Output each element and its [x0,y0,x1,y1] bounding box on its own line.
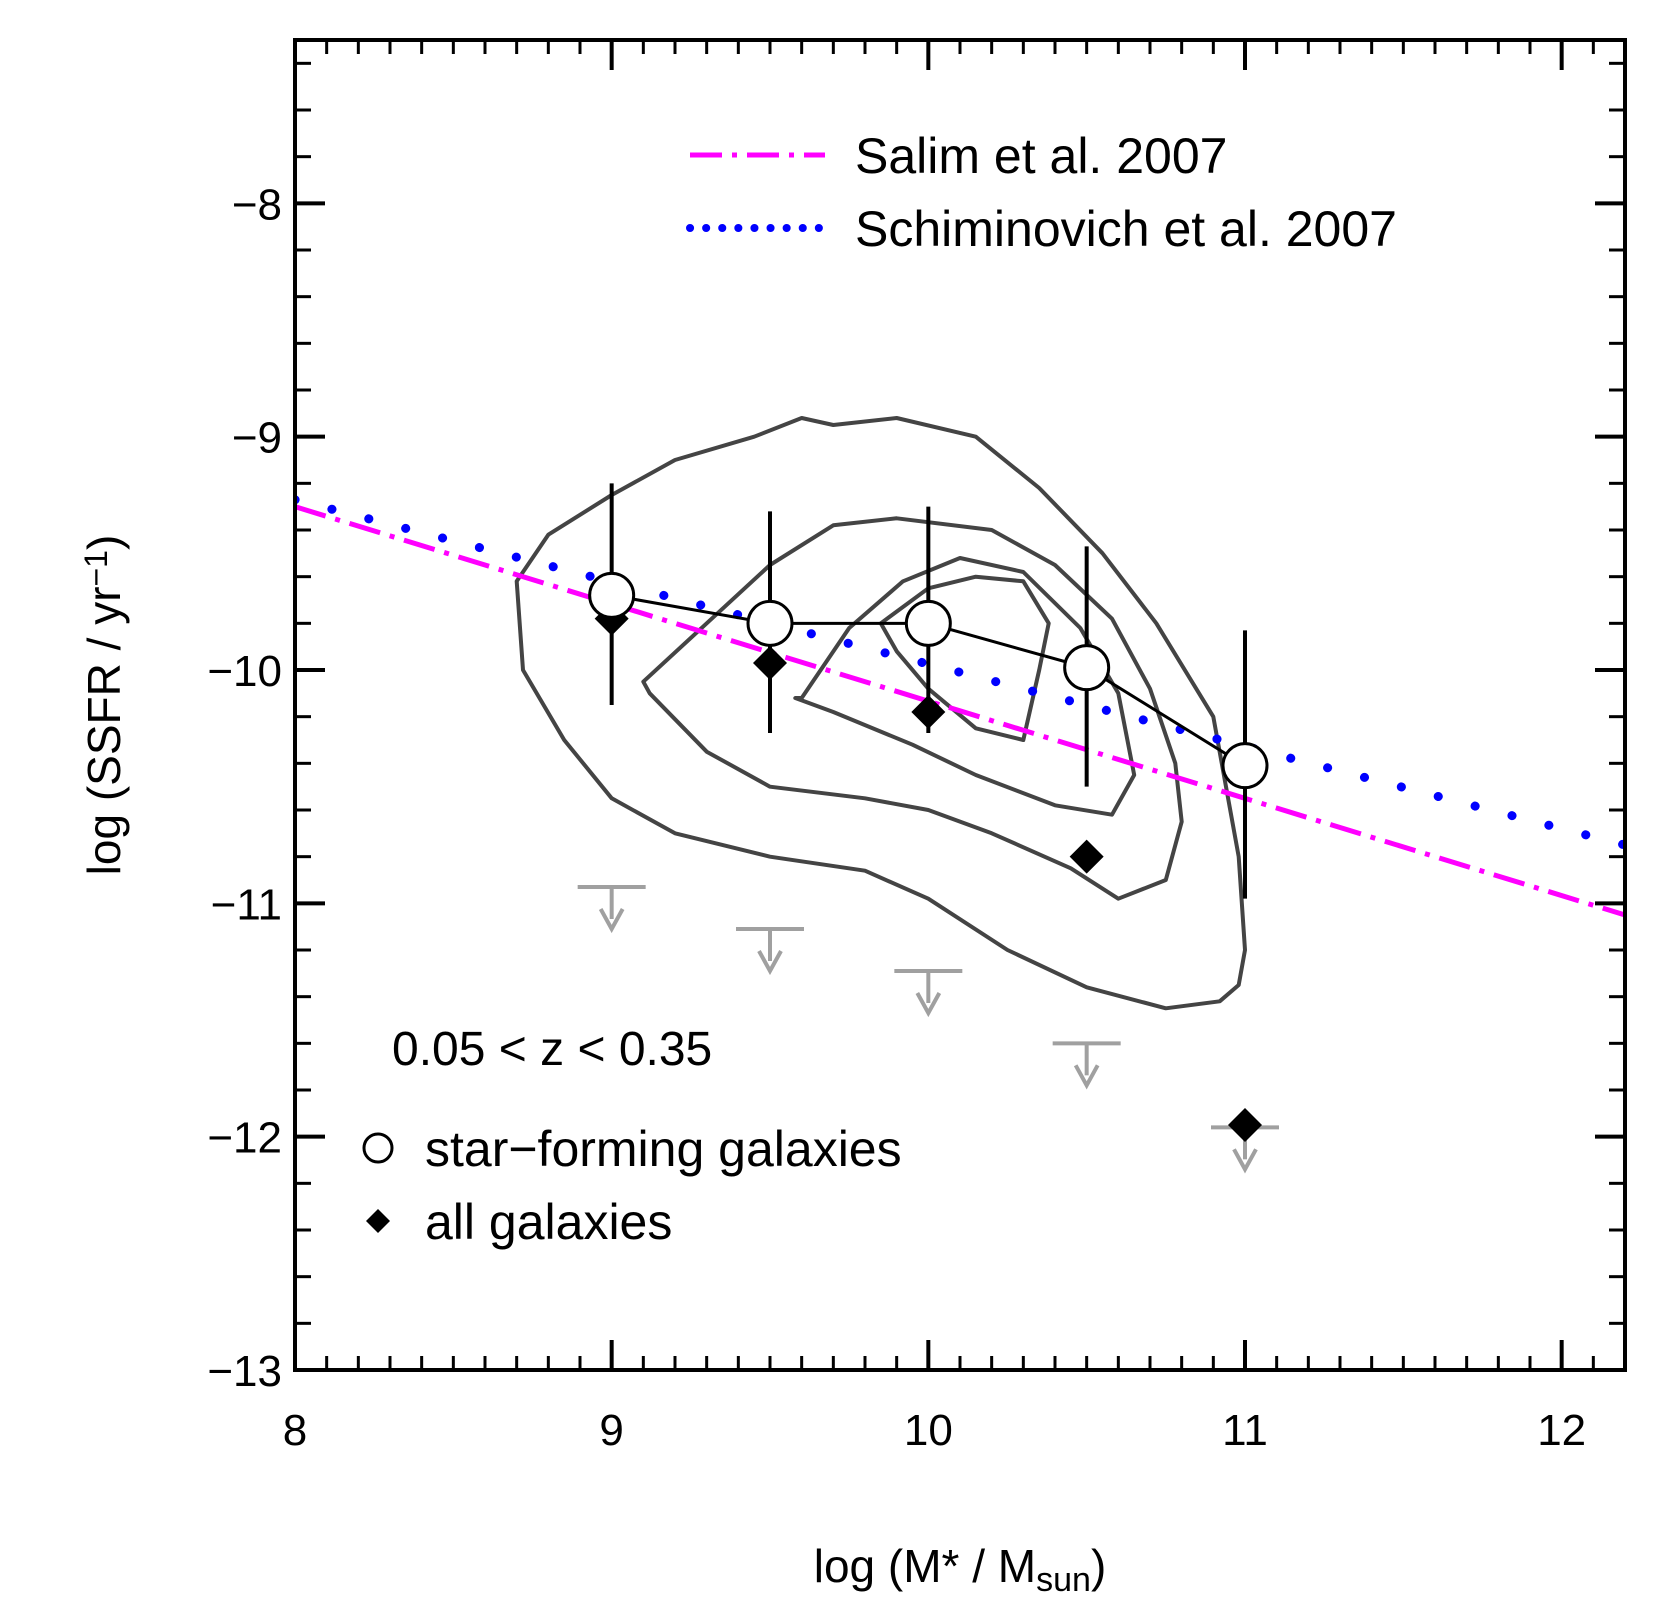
y-tick-label: −12 [207,1114,282,1163]
x-tick-label: 10 [904,1406,953,1455]
legend-sf-marker [362,1132,394,1164]
sf-galaxies-marker [904,599,952,647]
x-tick-label: 8 [283,1406,307,1455]
legend-salim-label: Salim et al. 2007 [855,128,1227,184]
salim-line [295,504,1625,918]
legend-bottom: star−forming galaxies all galaxies [362,1121,902,1250]
legend-schiminovich-label: Schiminovich et al. 2007 [855,201,1397,257]
sf-galaxies-marker [588,571,636,619]
legend-top: Salim et al. 2007 Schiminovich et al. 20… [686,128,1397,257]
legend-sf-label: star−forming galaxies [425,1121,902,1177]
axis-ticks [293,40,1627,1372]
sf-galaxies-marker [1221,742,1269,790]
y-tick-label: −8 [232,180,282,229]
y-tick-label: −11 [211,880,282,929]
contour-second [641,516,1184,901]
upper-limit-marker [1052,1041,1121,1090]
x-axis-title: log (M* / Msun) [814,1540,1107,1599]
upper-limit-marker [894,969,963,1018]
y-axis-title: log (SSFR / yr−1) [78,535,130,876]
redshift-annotation: 0.05 < z < 0.35 [392,1023,712,1076]
all-galaxies-marker [1228,1108,1262,1142]
upper-limit-marker [736,927,804,976]
x-tick-label: 12 [1537,1406,1586,1455]
reference-lines [295,495,1625,918]
contour-outer [514,416,1247,1011]
all-galaxies-marker [1069,839,1104,874]
x-tick-label: 11 [1222,1406,1268,1455]
y-tick-label: −9 [232,414,282,463]
sf-galaxies-marker [746,599,794,647]
y-tick-label: −10 [207,647,282,696]
contour-third [793,556,1137,817]
upper-limit-marker [577,885,646,934]
plot-contents [295,416,1625,1174]
x-tick-label: 9 [599,1406,623,1455]
sf-galaxies-marker [1063,644,1111,692]
density-contours [514,416,1247,1011]
y-tick-label: −13 [207,1347,282,1396]
legend-all-marker [366,1209,390,1233]
all-galaxies-marker [911,695,946,729]
axis-tick-labels: 8 9 10 11 12 −8 −9 −10 −11 −12 −13 [207,180,1586,1455]
schiminovich-line [295,495,1625,850]
legend-all-label: all galaxies [425,1194,672,1250]
contour-inner [878,574,1051,742]
all-galaxies-marker [753,646,787,680]
